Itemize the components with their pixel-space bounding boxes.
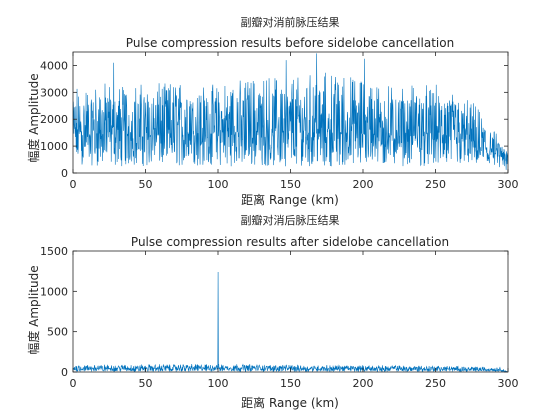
y-tick-label: 1000	[40, 140, 68, 153]
y-tick-label: 4000	[40, 59, 68, 72]
y-tick-label: 2000	[40, 113, 68, 126]
x-tick-label: 0	[70, 178, 77, 191]
subplot-before-cancellation: 副瓣对消前脉压结果 Pulse compression results befo…	[26, 15, 519, 207]
x-tick-label: 0	[70, 377, 77, 390]
x-tick-label: 150	[280, 377, 301, 390]
subplot-title: Pulse compression results after sidelobe…	[131, 235, 449, 249]
y-axis-label: 幅度 Amplitude	[26, 265, 41, 354]
y-tick-label: 0	[61, 366, 68, 379]
x-tick-labels: 0 50 100 150 200 250 300	[70, 178, 519, 191]
y-axis-label: 幅度 Amplitude	[26, 73, 41, 162]
x-tick-label: 50	[139, 178, 153, 191]
subplot-title: Pulse compression results before sidelob…	[126, 36, 454, 50]
x-tick-label: 200	[353, 377, 374, 390]
x-tick-labels: 0 50 100 150 200 250 300	[70, 377, 519, 390]
x-tick-label: 250	[425, 377, 446, 390]
y-tick-label: 3000	[40, 86, 68, 99]
plot-area	[72, 250, 509, 373]
axes-background	[73, 251, 508, 372]
x-tick-label: 100	[208, 178, 229, 191]
y-tick-label: 1500	[40, 245, 68, 258]
y-tick-label: 500	[47, 326, 68, 339]
x-tick-label: 250	[425, 178, 446, 191]
x-tick-label: 300	[498, 377, 519, 390]
subplot-title-cn: 副瓣对消后脉压结果	[241, 213, 340, 227]
x-axis-label: 距离 Range (km)	[241, 192, 339, 207]
subplot-title-cn: 副瓣对消前脉压结果	[241, 15, 340, 29]
y-tick-label: 0	[61, 167, 68, 180]
subplot-after-cancellation: 副瓣对消后脉压结果 Pulse compression results afte…	[26, 213, 519, 410]
y-tick-labels: 0 500 1000 1500	[40, 245, 68, 379]
x-tick-label: 50	[139, 377, 153, 390]
x-tick-label: 300	[498, 178, 519, 191]
x-tick-label: 100	[208, 377, 229, 390]
y-tick-label: 1000	[40, 285, 68, 298]
plot-area	[72, 51, 509, 174]
x-axis-label: 距离 Range (km)	[241, 395, 339, 410]
series-line	[73, 53, 508, 170]
x-tick-label: 200	[353, 178, 374, 191]
y-tick-labels: 0 1000 2000 3000 4000	[40, 59, 68, 180]
x-tick-label: 150	[280, 178, 301, 191]
